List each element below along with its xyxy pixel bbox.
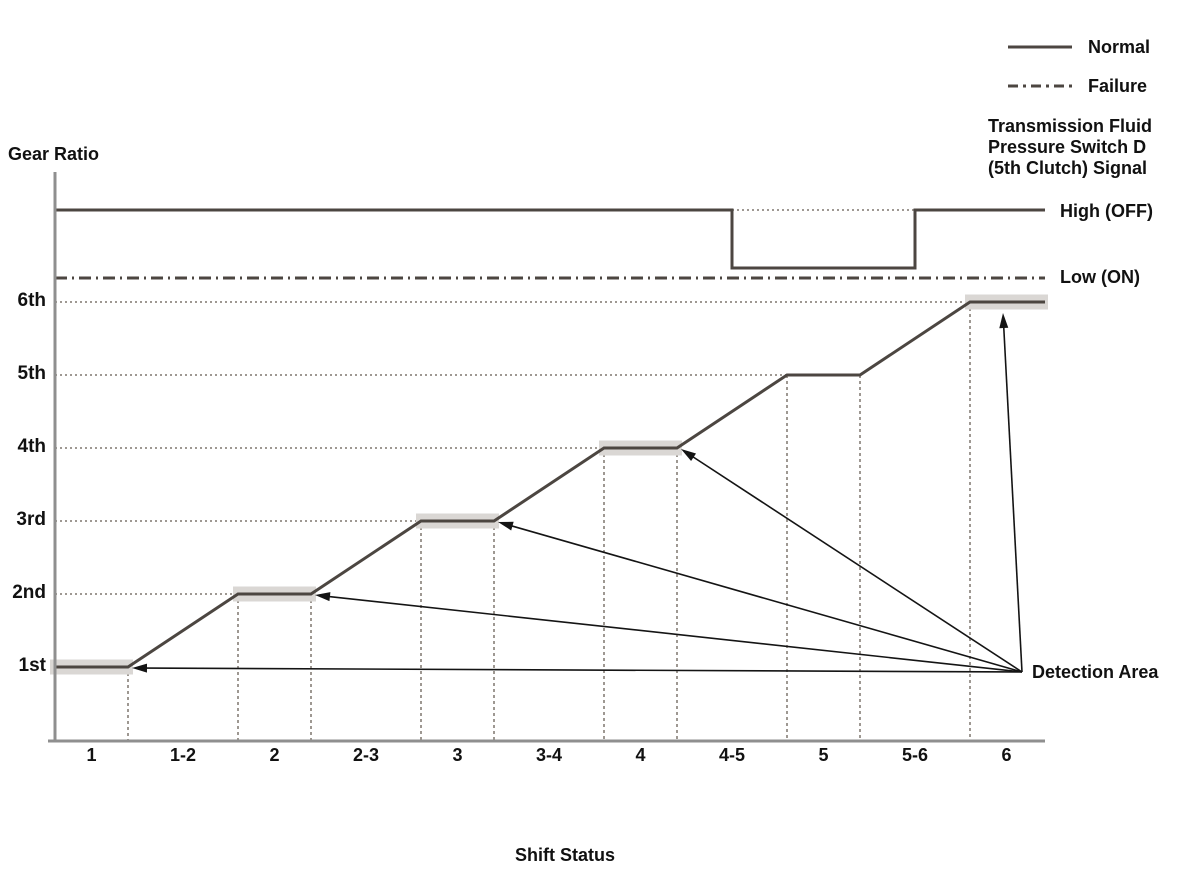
- detection-arrow-1st-head: [132, 663, 148, 673]
- x-axis-tick-1: 1: [86, 745, 97, 765]
- x-axis-tick-5-6: 5-6: [901, 745, 928, 765]
- detection-arrow-3rd: [510, 524, 1023, 673]
- detection-area-label: Detection Area: [1032, 662, 1159, 682]
- y-axis-tick-6th: 6th: [17, 290, 47, 311]
- detection-arrow-2nd-head: [315, 592, 331, 602]
- signal-title-line-1: Transmission Fluid: [988, 116, 1153, 136]
- signal-title-line-2: Pressure Switch D: [988, 137, 1147, 157]
- detection-arrow-4th-head: [681, 449, 697, 461]
- gear-ratio-curve: [55, 300, 1045, 669]
- detection-arrow-6th: [1002, 325, 1023, 673]
- detection-arrow-3rd-head: [498, 521, 514, 531]
- x-axis-tick-5: 5: [818, 745, 829, 765]
- x-axis-tick-4: 4: [635, 745, 646, 765]
- y-axis-tick-3rd: 3rd: [16, 509, 46, 530]
- x-axis-tick-6: 6: [1001, 745, 1012, 765]
- detection-arrow-6th-head: [999, 313, 1009, 329]
- y-axis-tick-4th: 4th: [17, 436, 47, 457]
- signal-title-line-3: (5th Clutch) Signal: [988, 158, 1147, 178]
- y-axis-title: Gear Ratio: [8, 144, 100, 164]
- x-axis-tick-2-3: 2-3: [352, 745, 379, 765]
- detection-arrow-1st: [144, 667, 1023, 673]
- y-axis-tick-2nd: 2nd: [12, 582, 46, 603]
- x-axis-tick-3-4: 3-4: [535, 745, 562, 765]
- y-axis-tick-1st: 1st: [18, 655, 46, 676]
- legend-label-normal: Normal: [1088, 37, 1151, 57]
- detection-arrow-2nd: [327, 595, 1023, 673]
- x-axis-tick-2: 2: [269, 745, 280, 765]
- x-axis-tick-1-2: 1-2: [169, 745, 196, 765]
- signal-level-low-label: Low (ON): [1060, 267, 1140, 287]
- x-axis-title: Shift Status: [514, 845, 615, 865]
- y-axis-tick-5th: 5th: [17, 363, 47, 384]
- normal-signal-line: [55, 208, 1045, 270]
- x-axis-tick-4-5: 4-5: [718, 745, 745, 765]
- detection-arrow-4th: [691, 455, 1023, 673]
- signal-title: Transmission Fluid Pressure Switch D (5t…: [988, 116, 1152, 179]
- signal-level-high-label: High (OFF): [1060, 201, 1153, 221]
- x-axis-tick-3: 3: [452, 745, 463, 765]
- legend-label-failure: Failure: [1088, 76, 1148, 96]
